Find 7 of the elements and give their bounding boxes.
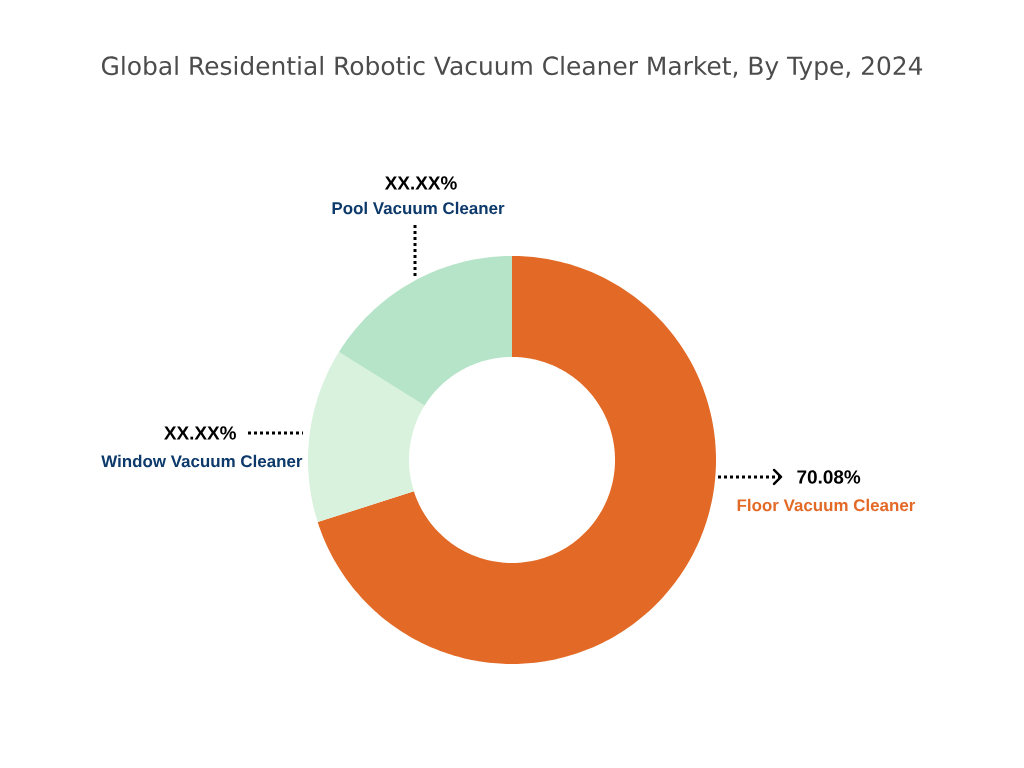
data-label: XX.XX% xyxy=(164,426,236,440)
data-label: 70.08% xyxy=(797,470,861,484)
slice-label: Window Vacuum Cleaner xyxy=(101,454,303,468)
chart-title: Global Residential Robotic Vacuum Cleaner Market, By Type, 2024 xyxy=(101,55,923,81)
data-label: XX.XX% xyxy=(384,176,457,190)
slice-label: Pool Vacuum Cleaner xyxy=(332,201,505,215)
slice-label: Floor Vacuum Cleaner xyxy=(737,498,916,512)
